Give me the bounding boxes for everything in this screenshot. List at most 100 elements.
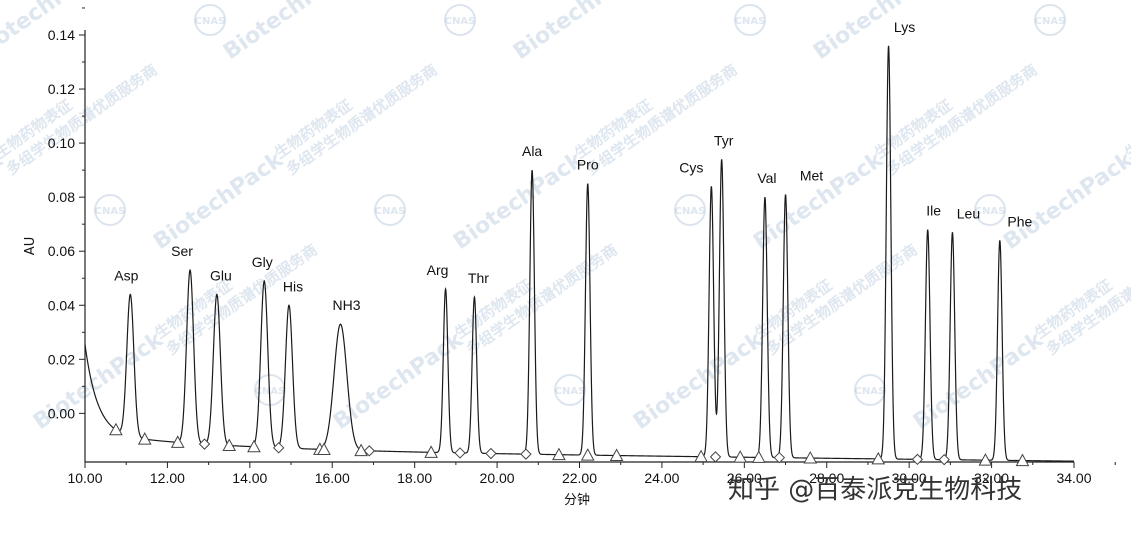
x-tick-label: 30.00: [892, 470, 927, 486]
svg-text:CNAS: CNAS: [555, 386, 586, 397]
peak-label: Cys: [679, 159, 703, 175]
y-tick-label: 0.02: [48, 351, 75, 367]
cnas-logo-icon: CNAS: [554, 374, 586, 406]
peak-label: Lys: [894, 19, 915, 35]
x-tick-label: 26.00: [727, 470, 762, 486]
triangle-marker-icon: [170, 435, 185, 448]
x-tick-label: 12.00: [150, 470, 185, 486]
cnas-logo-icon: CNAS: [94, 194, 126, 226]
x-tick-label: 10.00: [67, 470, 102, 486]
svg-text:CNAS: CNAS: [375, 206, 406, 217]
watermark-slogan-2: 多组学生物质谱优质服务商: [763, 241, 921, 359]
x-axis-label: 分钟: [564, 492, 590, 508]
svg-text:CNAS: CNAS: [195, 16, 226, 27]
svg-text:CNAS: CNAS: [1035, 16, 1066, 27]
diamond-marker-icon: [454, 447, 466, 459]
diamond-marker-icon: [363, 445, 376, 457]
axes: [84, 30, 1074, 463]
peak-label: Thr: [468, 270, 489, 286]
watermark-layer: BiotechPack生物药物表征多组学生物质谱优质服务商CNASBiotech…: [0, 0, 1131, 435]
diamond-marker-icon: [520, 448, 532, 460]
triangle-marker-icon: [137, 432, 152, 445]
credit-text: 知乎 @百泰派克生物科技: [728, 475, 1022, 505]
svg-text:CNAS: CNAS: [735, 16, 766, 27]
cnas-logo-icon: CNAS: [734, 4, 766, 36]
x-tick-label: 20.00: [480, 470, 515, 486]
triangle-marker-icon: [424, 445, 438, 458]
peak-label: Ser: [171, 243, 193, 259]
triangle-marker-icon: [247, 439, 261, 453]
chromatogram-trace: [84, 45, 1074, 462]
cnas-logo-icon: CNAS: [974, 194, 1006, 226]
watermark-brand: BiotechPack: [219, 0, 359, 65]
diamond-marker-icon: [198, 438, 211, 450]
peak-label: Gly: [252, 254, 273, 270]
diamond-marker-icon: [272, 442, 285, 454]
peak-label: Val: [757, 170, 776, 186]
diamond-marker-icon: [485, 447, 497, 460]
cnas-logo-icon: CNAS: [444, 4, 476, 36]
peak-label: Pro: [577, 157, 599, 173]
diamond-marker-icon: [773, 451, 786, 464]
x-tick-label: 32.00: [974, 470, 1009, 486]
triangle-marker-icon: [978, 453, 993, 466]
peak-label: Ile: [926, 203, 941, 219]
x-tick-label: 34.00: [1056, 470, 1091, 486]
y-axis-label: AU: [23, 237, 38, 255]
x-tick-label: 18.00: [397, 470, 432, 486]
triangle-marker-icon: [222, 438, 237, 452]
y-tick-label: 0.00: [48, 405, 75, 421]
peak-label: Met: [800, 167, 823, 183]
peak-label: NH3: [332, 297, 360, 313]
y-tick-label: 0.04: [48, 297, 75, 313]
y-tick-label: 0.06: [48, 243, 75, 259]
triangle-marker-icon: [609, 448, 624, 462]
peak-label: Asp: [114, 267, 138, 283]
watermark-slogan-2: 多组学生物质谱优质服务商: [463, 241, 621, 359]
cnas-logo-icon: CNAS: [194, 4, 226, 36]
y-tick-label: 0.14: [48, 27, 75, 43]
diamond-marker-icon: [709, 451, 722, 463]
watermark-brand: BiotechPack: [999, 147, 1131, 255]
cnas-logo-icon: CNAS: [374, 194, 406, 226]
svg-text:CNAS: CNAS: [975, 206, 1006, 217]
watermark-brand: BiotechPack: [749, 147, 889, 255]
diamond-marker-icon: [911, 453, 924, 466]
svg-text:CNAS: CNAS: [675, 206, 706, 217]
watermark-brand: BiotechPack: [149, 147, 289, 255]
peak-label: His: [283, 278, 303, 294]
svg-text:CNAS: CNAS: [855, 386, 886, 397]
y-tick-label: 0.10: [48, 135, 75, 151]
cnas-logo-icon: CNAS: [1034, 4, 1066, 36]
triangle-marker-icon: [871, 451, 886, 465]
peak-labels: Asp Ser Glu Gly His NH3 Arg Thr Ala Pro Cys Tyr Val M…: [114, 19, 1032, 313]
x-tick-label: 24.00: [644, 470, 679, 486]
watermark-slogan-2: 多组学生物质谱优质服务商: [583, 61, 741, 179]
peak-label: Phe: [1007, 213, 1032, 229]
x-tick-label: 14.00: [232, 470, 267, 486]
watermark-slogan-2: 多组学生物质谱优质服务商: [883, 61, 1041, 179]
peak-label: Tyr: [714, 132, 734, 148]
triangle-marker-icon: [317, 442, 331, 455]
triangle-marker-icon: [733, 450, 748, 463]
triangle-marker-icon: [803, 451, 818, 464]
integration-markers: [109, 422, 1030, 467]
peak-label: Glu: [210, 267, 232, 283]
watermark-slogan-2: 多组学生物质谱优质服务商: [3, 61, 161, 179]
triangle-marker-icon: [354, 443, 368, 457]
watermark-brand: BiotechPack: [809, 0, 949, 65]
watermark-slogan-2: 多组学生物质谱优质服务商: [283, 61, 441, 179]
triangle-marker-icon: [1015, 453, 1030, 467]
triangle-marker-icon: [751, 450, 766, 463]
triangle-marker-icon: [580, 448, 595, 461]
x-tick-label: 22.00: [562, 470, 597, 486]
watermark-brand: BiotechPack: [509, 0, 649, 65]
y-tick-label: 0.08: [48, 189, 75, 205]
